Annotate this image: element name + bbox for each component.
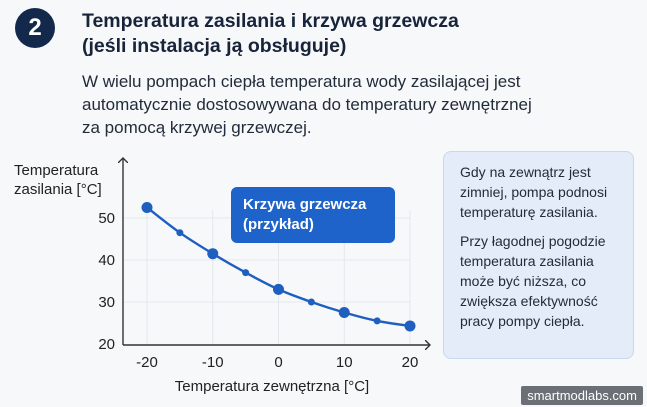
- y-tick-labels: 20 30 40 50: [98, 210, 115, 353]
- x-axis-label: Temperatura zewnętrzna [°C]: [175, 378, 369, 395]
- explanation-paragraph-1: Gdy na zewnątrz jest zimniej, pompa podn…: [460, 162, 619, 222]
- step-badge: 2: [15, 8, 55, 48]
- para1-line-1: Gdy na zewnątrz jest: [460, 164, 591, 180]
- data-point-major: [404, 320, 416, 332]
- explanation-box: Gdy na zewnątrz jest zimniej, pompa podn…: [443, 151, 634, 359]
- x-tick-label: 20: [402, 354, 419, 371]
- heating-curve-points: [141, 202, 416, 332]
- callout-line-1: Krzywa grzewcza: [243, 196, 367, 213]
- y-axis-label-line-2: zasilania [°C]: [14, 181, 102, 198]
- data-point-major: [338, 307, 350, 318]
- para2-line-1: Przy łagodnej pogodzie: [460, 233, 606, 249]
- x-tick-label: 0: [274, 354, 282, 371]
- intro-line-1: W wielu pompach ciepła temperatura wody …: [82, 72, 521, 91]
- step-number: 2: [28, 14, 42, 41]
- section-title: Temperatura zasilania i krzywa grzewcza …: [82, 9, 622, 59]
- data-point-minor: [307, 298, 315, 306]
- watermark: smartmodlabs.com: [521, 386, 643, 405]
- y-tick-label: 50: [98, 210, 115, 227]
- explanation-paragraph-2: Przy łagodnej pogodzie temperatura zasil…: [460, 231, 619, 331]
- intro-text: W wielu pompach ciepła temperatura wody …: [82, 70, 602, 139]
- heating-curve-callout: Krzywa grzewcza (przykład): [231, 187, 395, 243]
- data-point-minor: [373, 317, 381, 325]
- para1-line-2: zimniej, pompa podnosi: [460, 184, 608, 200]
- para2-line-2: temperatura zasilania: [460, 253, 594, 269]
- para2-line-3: może być niższa, co: [460, 273, 587, 289]
- title-line-1: Temperatura zasilania i krzywa grzewcza: [82, 10, 459, 32]
- title-line-2: (jeśli instalacja ją obsługuje): [82, 35, 347, 57]
- para2-line-4: zwiększa efektywność: [460, 293, 598, 309]
- data-point-major: [273, 283, 284, 295]
- para2-line-5: pracy pompy ciepła.: [460, 313, 585, 329]
- y-tick-label: 40: [98, 252, 115, 269]
- data-point-minor: [176, 229, 184, 237]
- x-tick-label: -10: [202, 354, 224, 371]
- data-point-major: [141, 202, 153, 213]
- intro-line-2: automatycznie dostosowywana do temperatu…: [82, 95, 532, 114]
- y-axis-label-line-1: Temperatura: [14, 162, 99, 179]
- x-tick-label: 10: [336, 354, 353, 371]
- x-tick-labels: -20 -10 0 10 20: [136, 354, 418, 371]
- y-tick-label: 20: [98, 336, 115, 353]
- data-point-major: [207, 248, 219, 260]
- y-tick-label: 30: [98, 294, 115, 311]
- para1-line-3: temperaturę zasilania.: [460, 204, 598, 220]
- data-point-minor: [242, 269, 250, 277]
- x-tick-label: -20: [136, 354, 158, 371]
- callout-line-2: (przykład): [243, 216, 314, 233]
- intro-line-3: za pomocą krzywej grzewczej.: [82, 118, 312, 137]
